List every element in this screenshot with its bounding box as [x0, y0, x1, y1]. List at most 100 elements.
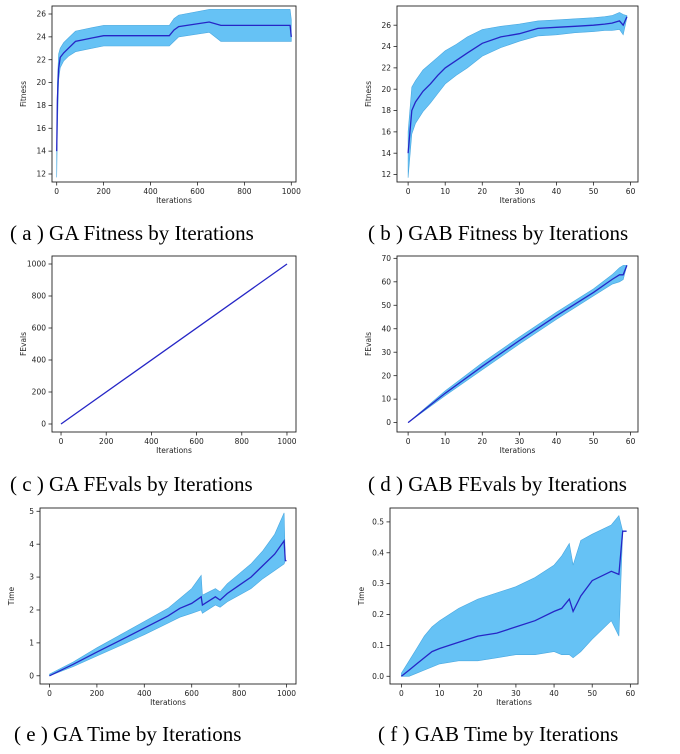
- y-axis-label: Fitness: [19, 81, 28, 107]
- plot-frame: [51, 255, 297, 433]
- y-tick-label: 18: [36, 101, 46, 110]
- chart-c: 0 200 400 600 800 1000 0 200 400 600 800 1000 Iterat…: [19, 255, 297, 455]
- x-tick-label: 200: [96, 187, 111, 196]
- y-tick-label: 24: [381, 42, 391, 51]
- chart-e: 0 200 400 600 800 1000 0 1 2 3 4 5 Iterations Time: [7, 507, 297, 707]
- series-band: [401, 515, 627, 677]
- y-tick-label: 800: [32, 292, 47, 301]
- chart-a: 0 200 400 600 800 1000 12 14 16 18 20 22 24 26 Iterati…: [19, 5, 301, 205]
- chart-panel-d: 0 10 20 30 40 50 60 0 10 20 30 40 50 60 70 Iterations FE…: [345, 250, 680, 460]
- series-band: [407, 12, 628, 178]
- y-tick-label: 22: [36, 55, 46, 64]
- x-tick-label: 400: [143, 187, 158, 196]
- y-tick-label: 12: [381, 170, 391, 179]
- series-line: [407, 265, 628, 424]
- x-axis-label: Iterations: [500, 446, 536, 455]
- y-tick-label: 26: [381, 21, 391, 30]
- series-line: [49, 539, 287, 677]
- x-tick-label: 800: [237, 187, 252, 196]
- x-tick-label: 0: [54, 187, 59, 196]
- x-tick-label: 200: [99, 437, 114, 446]
- x-tick-label: 1000: [277, 689, 296, 698]
- x-tick-label: 800: [235, 437, 250, 446]
- caption-f: ( f ) GAB Time by Iterations: [378, 722, 619, 746]
- x-tick-label: 0: [406, 187, 411, 196]
- x-tick-label: 10: [440, 437, 450, 446]
- y-tick-label: 40: [381, 324, 391, 333]
- chart-panel-b: 0 10 20 30 40 50 60 12 14 16 18 20 22 24 26 Iterations F…: [345, 0, 680, 210]
- plot-frame: [39, 507, 297, 685]
- x-tick-label: 30: [515, 187, 525, 196]
- y-tick-label: 0.4: [372, 548, 384, 557]
- x-tick-label: 30: [511, 689, 521, 698]
- y-tick-label: 0.5: [372, 517, 384, 526]
- plot-frame: [396, 5, 639, 183]
- x-tick-label: 20: [478, 437, 488, 446]
- x-tick-label: 50: [587, 689, 597, 698]
- series-line: [407, 16, 628, 154]
- y-tick-label: 0.3: [372, 579, 384, 588]
- y-axis-label: Time: [357, 586, 366, 606]
- y-tick-label: 10: [381, 395, 391, 404]
- caption-e: ( e ) GA Time by Iterations: [14, 722, 242, 746]
- x-tick-label: 20: [478, 187, 488, 196]
- y-tick-label: 0.0: [372, 672, 384, 681]
- series-band: [407, 265, 628, 423]
- y-tick-label: 20: [381, 85, 391, 94]
- y-tick-label: 1: [29, 638, 34, 647]
- chart-d: 0 10 20 30 40 50 60 0 10 20 30 40 50 60 70 Iterations FE…: [364, 254, 639, 455]
- series-band: [56, 9, 292, 178]
- y-axis-label: Time: [7, 586, 16, 606]
- x-tick-label: 10: [440, 187, 450, 196]
- x-tick-label: 10: [435, 689, 445, 698]
- y-tick-label: 26: [36, 10, 46, 19]
- x-tick-label: 1000: [282, 187, 301, 196]
- y-tick-label: 20: [36, 78, 46, 87]
- series-line: [60, 263, 288, 425]
- chart-panel-e: 0 200 400 600 800 1000 0 1 2 3 4 5 Iterations Time: [0, 502, 340, 712]
- chart-panel-f: 0 10 20 30 40 50 60 0.0 0.1 0.2 0.3 0.4 0.5 Iteration…: [345, 502, 680, 712]
- chart-panel-a: 0 200 400 600 800 1000 12 14 16 18 20 22 24 26 Iterati…: [0, 0, 340, 210]
- y-tick-label: 5: [29, 507, 34, 516]
- x-axis-label: Iterations: [156, 196, 192, 205]
- y-tick-label: 14: [36, 147, 46, 156]
- x-axis-label: Iterations: [156, 446, 192, 455]
- y-tick-label: 30: [381, 348, 391, 357]
- x-tick-label: 0: [59, 437, 64, 446]
- caption-d: ( d ) GAB FEvals by Iterations: [368, 472, 627, 496]
- x-tick-label: 20: [473, 689, 483, 698]
- series-line: [56, 21, 292, 152]
- y-tick-label: 3: [29, 573, 34, 582]
- y-tick-label: 16: [36, 124, 46, 133]
- x-axis-label: Iterations: [496, 698, 532, 707]
- y-tick-label: 0: [386, 418, 391, 427]
- y-tick-label: 16: [381, 127, 391, 136]
- y-tick-label: 0: [29, 671, 34, 680]
- y-axis-label: Fitness: [364, 81, 373, 107]
- series-band: [49, 512, 287, 677]
- plot-frame: [389, 507, 639, 685]
- caption-b: ( b ) GAB Fitness by Iterations: [368, 221, 629, 245]
- x-tick-label: 600: [190, 187, 205, 196]
- y-tick-label: 18: [381, 106, 391, 115]
- chart-panel-c: 0 200 400 600 800 1000 0 200 400 600 800 1000 Iterat…: [0, 250, 340, 460]
- y-tick-label: 60: [381, 277, 391, 286]
- x-tick-label: 60: [626, 187, 636, 196]
- y-tick-label: 24: [36, 32, 46, 41]
- chart-b: 0 10 20 30 40 50 60 12 14 16 18 20 22 24 26 Iterations F…: [364, 5, 639, 205]
- x-axis-label: Iterations: [150, 698, 186, 707]
- caption-a: ( a ) GA Fitness by Iterations: [10, 221, 254, 245]
- x-tick-label: 50: [589, 437, 599, 446]
- x-tick-label: 60: [626, 689, 636, 698]
- y-tick-label: 600: [32, 324, 47, 333]
- plot-frame: [51, 5, 297, 183]
- x-tick-label: 50: [589, 187, 599, 196]
- x-tick-label: 600: [185, 689, 200, 698]
- x-tick-label: 60: [626, 437, 636, 446]
- x-tick-label: 0: [47, 689, 52, 698]
- y-axis-label: FEvals: [19, 332, 28, 356]
- y-tick-label: 14: [381, 149, 391, 158]
- x-tick-label: 0: [399, 689, 404, 698]
- y-tick-label: 0.2: [372, 610, 384, 619]
- plot-frame: [396, 255, 639, 433]
